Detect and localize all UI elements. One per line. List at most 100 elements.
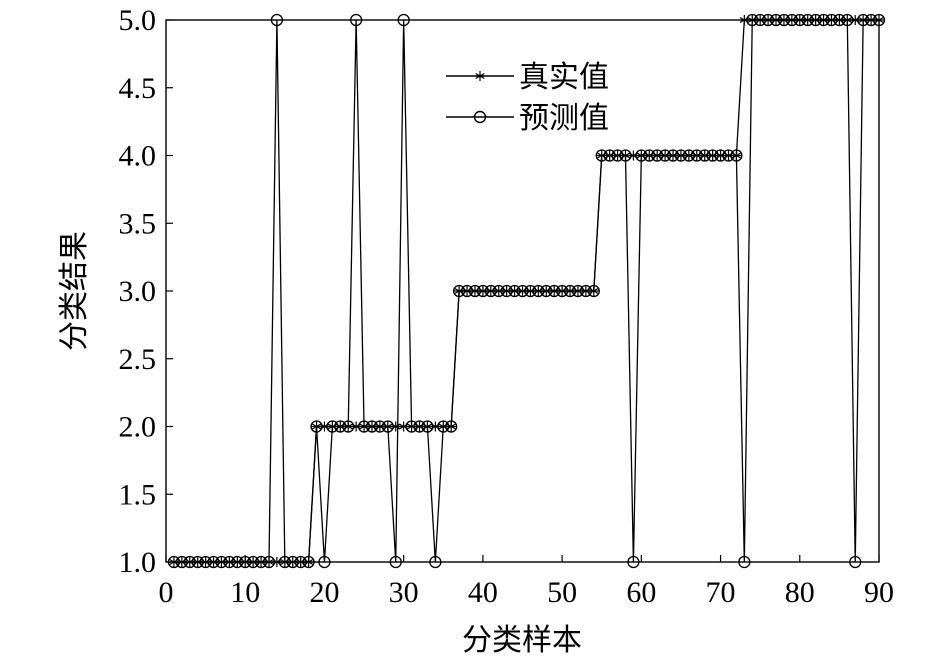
predicted-value-point [746,13,759,27]
x-tick-label: 60 [626,576,656,609]
predicted-value-point [722,149,735,162]
predicted-value-point [405,420,418,433]
predicted-value-point [175,555,188,569]
predicted-value-point [769,13,783,27]
predicted-value-point [239,555,252,569]
predicted-value-point [452,284,466,298]
predicted-value-point [445,420,458,433]
predicted-value-point [761,13,775,27]
predicted-value-point [381,420,394,433]
predicted-value-point [785,13,799,27]
y-tick-label: 3.0 [119,275,157,308]
x-tick-label: 20 [309,576,339,609]
predicted-value-point [223,555,236,569]
x-tick-label: 40 [468,576,498,609]
legend-asterisk-marker [475,71,485,81]
predicted-value-point [603,149,616,162]
predicted-value-point [199,555,212,569]
predicted-value-point [302,555,315,569]
predicted-value-point [231,555,244,569]
predicted-value-point [563,284,577,298]
predicted-value-point [555,284,569,298]
legend-asterisk [475,71,485,81]
y-axis-title: 分类结果 [57,231,92,351]
y-tick-label: 5.0 [119,4,157,37]
predicted-value-point [318,555,331,569]
x-tick-label: 50 [547,576,577,609]
predicted-value-point [532,284,545,298]
predicted-value-point [413,420,426,433]
x-axis-title: 分类样本 [462,623,582,658]
predicted-value-point [183,555,196,569]
predicted-value-point [643,149,656,162]
predicted-value-point [690,149,703,162]
true-value-point [874,15,884,25]
x-tick-label: 70 [706,576,736,609]
predicted-value-point [666,149,680,162]
predicted-value-point [658,149,672,162]
y-tick-label: 4.5 [119,72,157,105]
x-tick-label: 0 [159,576,174,609]
predicted-value-point [524,284,537,298]
y-tick-label: 3.5 [119,207,157,240]
predicted-value-point [738,555,751,569]
y-tick-label: 2.0 [119,411,157,444]
predicted-value-point [571,284,585,298]
predicted-value-point [357,420,371,433]
predicted-value-point [286,555,299,569]
predicted-value-point [682,149,696,162]
predicted-value-point [857,13,870,27]
x-tick-label: 80 [785,576,815,609]
predicted-value-point [698,149,711,162]
predicted-value-point [191,555,204,569]
predicted-value-point [611,149,624,162]
predicted-value-point [516,284,529,298]
predicted-value-point [429,555,442,569]
x-tick-label: 30 [389,576,419,609]
predicted-value-point [365,420,379,433]
y-tick-label: 1.5 [119,478,157,511]
predicted-value-point [310,420,323,433]
predicted-value-point [500,284,513,298]
series-markers [167,13,886,569]
predicted-value-point [476,284,490,298]
x-tick-label: 10 [230,576,260,609]
y-tick-label: 4.0 [119,140,157,173]
predicted-value-point [595,149,608,162]
predicted-value-point [326,420,339,433]
predicted-value-point [674,149,688,162]
predicted-value-point [540,284,553,298]
predicted-value-point [246,555,260,569]
predicted-value-point [651,149,664,162]
predicted-value-point [373,420,387,433]
predicted-value-point [635,149,648,162]
legend-label-pred: 预测值 [519,101,609,136]
predicted-value-point [872,13,886,27]
predicted-value-point [801,13,814,27]
predicted-value-point [849,555,862,569]
predicted-value-point [492,284,505,298]
predicted-value-point [730,149,743,162]
y-tick-label: 2.5 [119,343,157,376]
predicted-value-point [207,555,220,569]
predicted-value-point [706,149,719,162]
axis-ticks: 0 10 20 30 40 50 60 70 80 90 1.0 1.5 2.0 2.5 3.0 3.5 4.0… [119,4,895,609]
predicted-value-point [825,13,838,27]
predicted-value-point [754,13,767,27]
predicted-value-point [833,13,846,27]
predicted-value-point [460,284,474,298]
predicted-value-point [484,284,497,298]
predicted-value-point [167,555,181,569]
x-tick-label: 90 [864,576,894,609]
predicted-value-point [334,420,347,433]
predicted-value-point [864,13,878,27]
predicted-value-point [619,149,632,162]
predicted-value-point [627,555,640,569]
predicted-value-point [389,555,402,569]
predicted-value-point [397,13,410,27]
predicted-value-point [254,555,268,569]
predicted-value-point [793,13,806,27]
legend: 真实值 预测值 [446,60,609,136]
predicted-value-point [349,13,363,27]
